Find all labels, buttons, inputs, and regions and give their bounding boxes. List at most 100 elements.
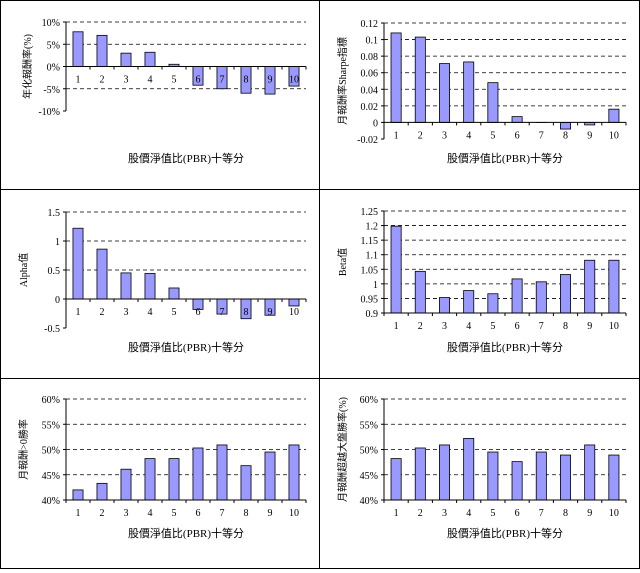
y-axis-label: 月報酬>0勝率: [17, 419, 30, 480]
bar-9: [585, 445, 595, 500]
bar-10: [609, 109, 619, 122]
x-tick-label: 9: [268, 508, 273, 519]
x-tick-label: 5: [490, 321, 495, 332]
y-axis-label: 年化報酬率(%): [21, 34, 34, 99]
bar-5: [488, 83, 498, 123]
bar-7: [217, 445, 227, 500]
y-tick-label: 55%: [360, 420, 378, 431]
y-axis-label: 月報酬率Sharpe指標: [336, 37, 349, 125]
x-tick-label: 3: [442, 508, 447, 519]
bar-6: [512, 462, 522, 500]
y-tick-label: 0.02: [361, 102, 379, 113]
bar-4: [145, 459, 155, 500]
x-axis-label: 股價淨值比(PBR)十等分: [447, 340, 563, 354]
bar-4: [464, 62, 474, 122]
bar-10: [609, 260, 619, 313]
x-tick-label: 7: [220, 508, 225, 519]
bar-5: [488, 452, 498, 500]
x-tick-label: 4: [148, 75, 153, 86]
x-axis-label: 股價淨值比(PBR)十等分: [128, 340, 244, 354]
x-tick-label: 2: [418, 321, 423, 332]
y-tick-label: 0.08: [361, 52, 379, 63]
x-tick-label: 2: [100, 75, 105, 86]
x-tick-label: 4: [466, 508, 471, 519]
bar-3: [439, 445, 449, 500]
x-tick-label: 1: [76, 307, 81, 318]
x-tick-label: 10: [289, 508, 299, 519]
bar-1: [73, 228, 83, 299]
x-tick-label: 3: [124, 307, 129, 318]
x-tick-label: 9: [587, 508, 592, 519]
y-tick-label: -10%: [38, 107, 60, 118]
y-tick-label: 0.9: [366, 309, 379, 320]
x-tick-label: 6: [515, 130, 520, 141]
x-axis-label: 股價淨值比(PBR)十等分: [447, 526, 563, 540]
y-tick-label: 40%: [42, 496, 60, 507]
x-tick-label: 2: [100, 508, 105, 519]
bar-2: [97, 35, 107, 66]
y-tick-label: 1: [55, 237, 60, 248]
x-tick-label: 6: [515, 321, 520, 332]
x-tick-label: 7: [220, 75, 225, 86]
x-tick-label: 8: [563, 321, 568, 332]
x-tick-label: 4: [466, 130, 471, 141]
bar-8: [560, 122, 570, 129]
x-tick-label: 1: [394, 321, 399, 332]
bar-8: [560, 275, 570, 313]
y-tick-label: 1.1: [366, 251, 379, 262]
y-tick-label: 40%: [360, 496, 378, 507]
x-tick-label: 9: [587, 321, 592, 332]
y-tick-label: 0%: [47, 63, 60, 74]
y-axis-label: 月報酬超越大盤勝率(%): [336, 397, 349, 502]
y-tick-label: 0: [55, 295, 60, 306]
bar-4: [145, 273, 155, 299]
x-tick-label: 10: [609, 130, 619, 141]
bar-7: [536, 282, 546, 313]
x-tick-label: 7: [220, 307, 225, 318]
x-tick-label: 3: [124, 508, 129, 519]
x-tick-label: 5: [490, 130, 495, 141]
y-tick-label: 0: [373, 118, 378, 129]
x-tick-label: 10: [289, 75, 299, 86]
y-tick-label: 50%: [42, 446, 60, 457]
x-tick-label: 9: [268, 307, 273, 318]
y-tick-label: -5%: [43, 85, 60, 96]
y-tick-label: 45%: [360, 471, 378, 482]
bar-5: [169, 288, 179, 299]
x-tick-label: 3: [442, 321, 447, 332]
x-tick-label: 2: [418, 508, 423, 519]
x-tick-label: 10: [289, 307, 299, 318]
bar-2: [97, 249, 107, 299]
y-tick-label: 1.5: [48, 208, 61, 219]
y-tick-label: 60%: [42, 395, 60, 406]
bar-2: [415, 37, 425, 122]
bar-1: [73, 32, 83, 67]
y-tick-label: 5%: [47, 40, 60, 51]
bar-5: [488, 294, 498, 313]
bar-4: [464, 291, 474, 313]
bar-6: [193, 448, 203, 500]
bar-8: [241, 466, 251, 500]
y-tick-label: 1.15: [361, 236, 379, 247]
x-tick-label: 5: [172, 75, 177, 86]
y-tick-label: 1.25: [361, 207, 379, 218]
x-tick-label: 6: [196, 508, 201, 519]
x-tick-label: 2: [418, 130, 423, 141]
x-tick-label: 6: [196, 307, 201, 318]
bar-3: [121, 469, 131, 500]
y-tick-label: 1.05: [361, 265, 379, 276]
x-tick-label: 3: [124, 75, 129, 86]
bar-9: [585, 260, 595, 313]
y-tick-label: 50%: [360, 446, 378, 457]
x-tick-label: 7: [539, 130, 544, 141]
x-tick-label: 10: [609, 321, 619, 332]
y-tick-label: -0.02: [357, 135, 378, 146]
x-tick-label: 2: [100, 307, 105, 318]
